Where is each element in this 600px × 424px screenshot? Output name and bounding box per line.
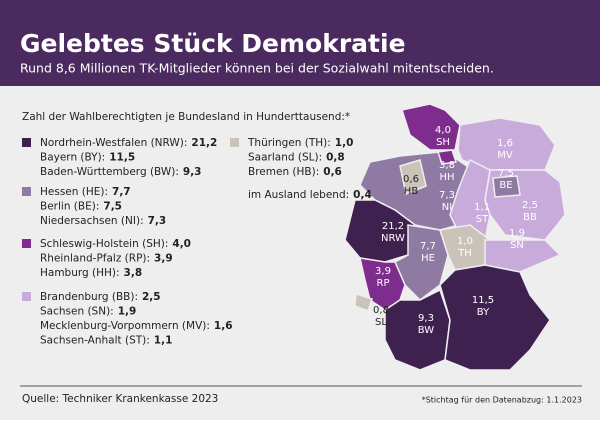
state-value: 11,5 [472,295,494,306]
state-value: 7,3 [439,190,455,201]
state-value: 7,7 [420,241,436,252]
state-abbr: TH [457,248,472,259]
state-abbr: NI [442,202,452,213]
legend-swatch [22,292,31,301]
legend-label: Bayern (BY): [40,152,105,164]
legend-value: 21,2 [191,137,217,149]
legend-swatch [22,187,31,196]
state-value: 1,9 [509,228,525,239]
legend-label: Baden-Württemberg (BW): [40,166,179,178]
legend-label: Rheinland-Pfalz (RP): [40,253,150,265]
state-value: 3,8 [439,160,455,171]
legend-value: 1,0 [335,137,354,149]
state-value: 0,8 [373,305,389,316]
legend-value: 1,6 [214,320,233,332]
state-value: 1,6 [497,138,513,149]
state-value: 1,1 [474,202,490,213]
state-region [399,159,427,196]
header-band [0,0,600,86]
legend-value: 7,5 [103,201,122,213]
legend-label: Sachsen-Anhalt (ST): [40,335,150,347]
legend-value: 1,9 [118,306,137,318]
state-region [439,264,551,371]
title: Gelebtes Stück Demokratie [20,29,406,58]
legend-value: 3,8 [124,267,143,279]
state-abbr: SH [436,137,450,148]
legend-label: Mecklenburg-Vorpommern (MV): [40,320,210,332]
state-abbr: SN [510,240,524,251]
legend-swatch [22,138,31,147]
legend-value: 1,1 [154,335,173,347]
state-abbr: HH [439,172,454,183]
state-abbr: SL [375,317,387,328]
subtitle: Rund 8,6 Millionen TK-Mitglieder können … [20,61,494,76]
state-value: 3,9 [375,266,391,277]
legend-swatch [230,138,239,147]
state-abbr: BE [499,180,512,191]
state-value: 2,5 [522,200,538,211]
legend-value: 3,9 [154,253,173,265]
legend-label: Schleswig-Holstein (SH): [40,238,168,250]
state-value: 1,0 [457,236,473,247]
legend-label: Hamburg (HH): [40,267,120,279]
state-region [401,103,461,151]
legend-value: 7,7 [112,186,131,198]
state-value: 21,2 [382,221,404,232]
state-abbr: BY [477,307,490,318]
legend-label: Niedersachsen (NI): [40,215,144,227]
legend-label: Hessen (HE): [40,186,108,198]
legend-label: Sachsen (SN): [40,306,114,318]
legend-value: 2,5 [142,291,161,303]
state-abbr: MV [497,150,513,161]
state-region [437,149,457,165]
legend: Nordrhein-Westfalen (NRW): 21,2 Bayern (BY… [22,137,372,347]
legend-label: Thüringen (TH): [247,137,331,149]
source: Quelle: Techniker Krankenkasse 2023 [22,393,218,405]
note: *Stichtag für den Datenabzug: 1.1.2023 [422,396,582,405]
legend-heading: Zahl der Wahlberechtigten je Bundesland … [22,111,350,123]
legend-label: Saarland (SL): [248,152,322,164]
state-abbr: ST [476,214,489,225]
state-abbr: HB [404,186,419,197]
state-value: 9,3 [418,313,434,324]
state-abbr: BW [418,325,435,336]
legend-label: Brandenburg (BB): [40,291,138,303]
state-value: 4,0 [435,125,451,136]
state-value: 0,6 [403,174,419,185]
legend-value: 11,5 [109,152,135,164]
legend-value: 0,8 [326,152,345,164]
state-region [484,239,562,273]
legend-label: Bremen (HB): [248,166,319,178]
legend-value: 4,0 [172,238,191,250]
legend-label: im Ausland lebend: [248,189,349,201]
legend-value: 9,3 [183,166,202,178]
state-region [354,293,373,312]
state-abbr: NRW [381,233,405,244]
legend-value: 0,6 [323,166,342,178]
legend-label: Berlin (BE): [40,201,99,213]
legend-swatch [22,239,31,248]
state-abbr: HE [421,253,435,264]
state-abbr: RP [377,278,390,289]
state-abbr: BB [523,212,537,223]
legend-value: 7,3 [148,215,167,227]
legend-value: 0,4 [353,189,372,201]
state-value: 7,5 [498,168,514,179]
state-region [492,175,521,198]
legend-label: Nordrhein-Westfalen (NRW): [40,137,187,149]
